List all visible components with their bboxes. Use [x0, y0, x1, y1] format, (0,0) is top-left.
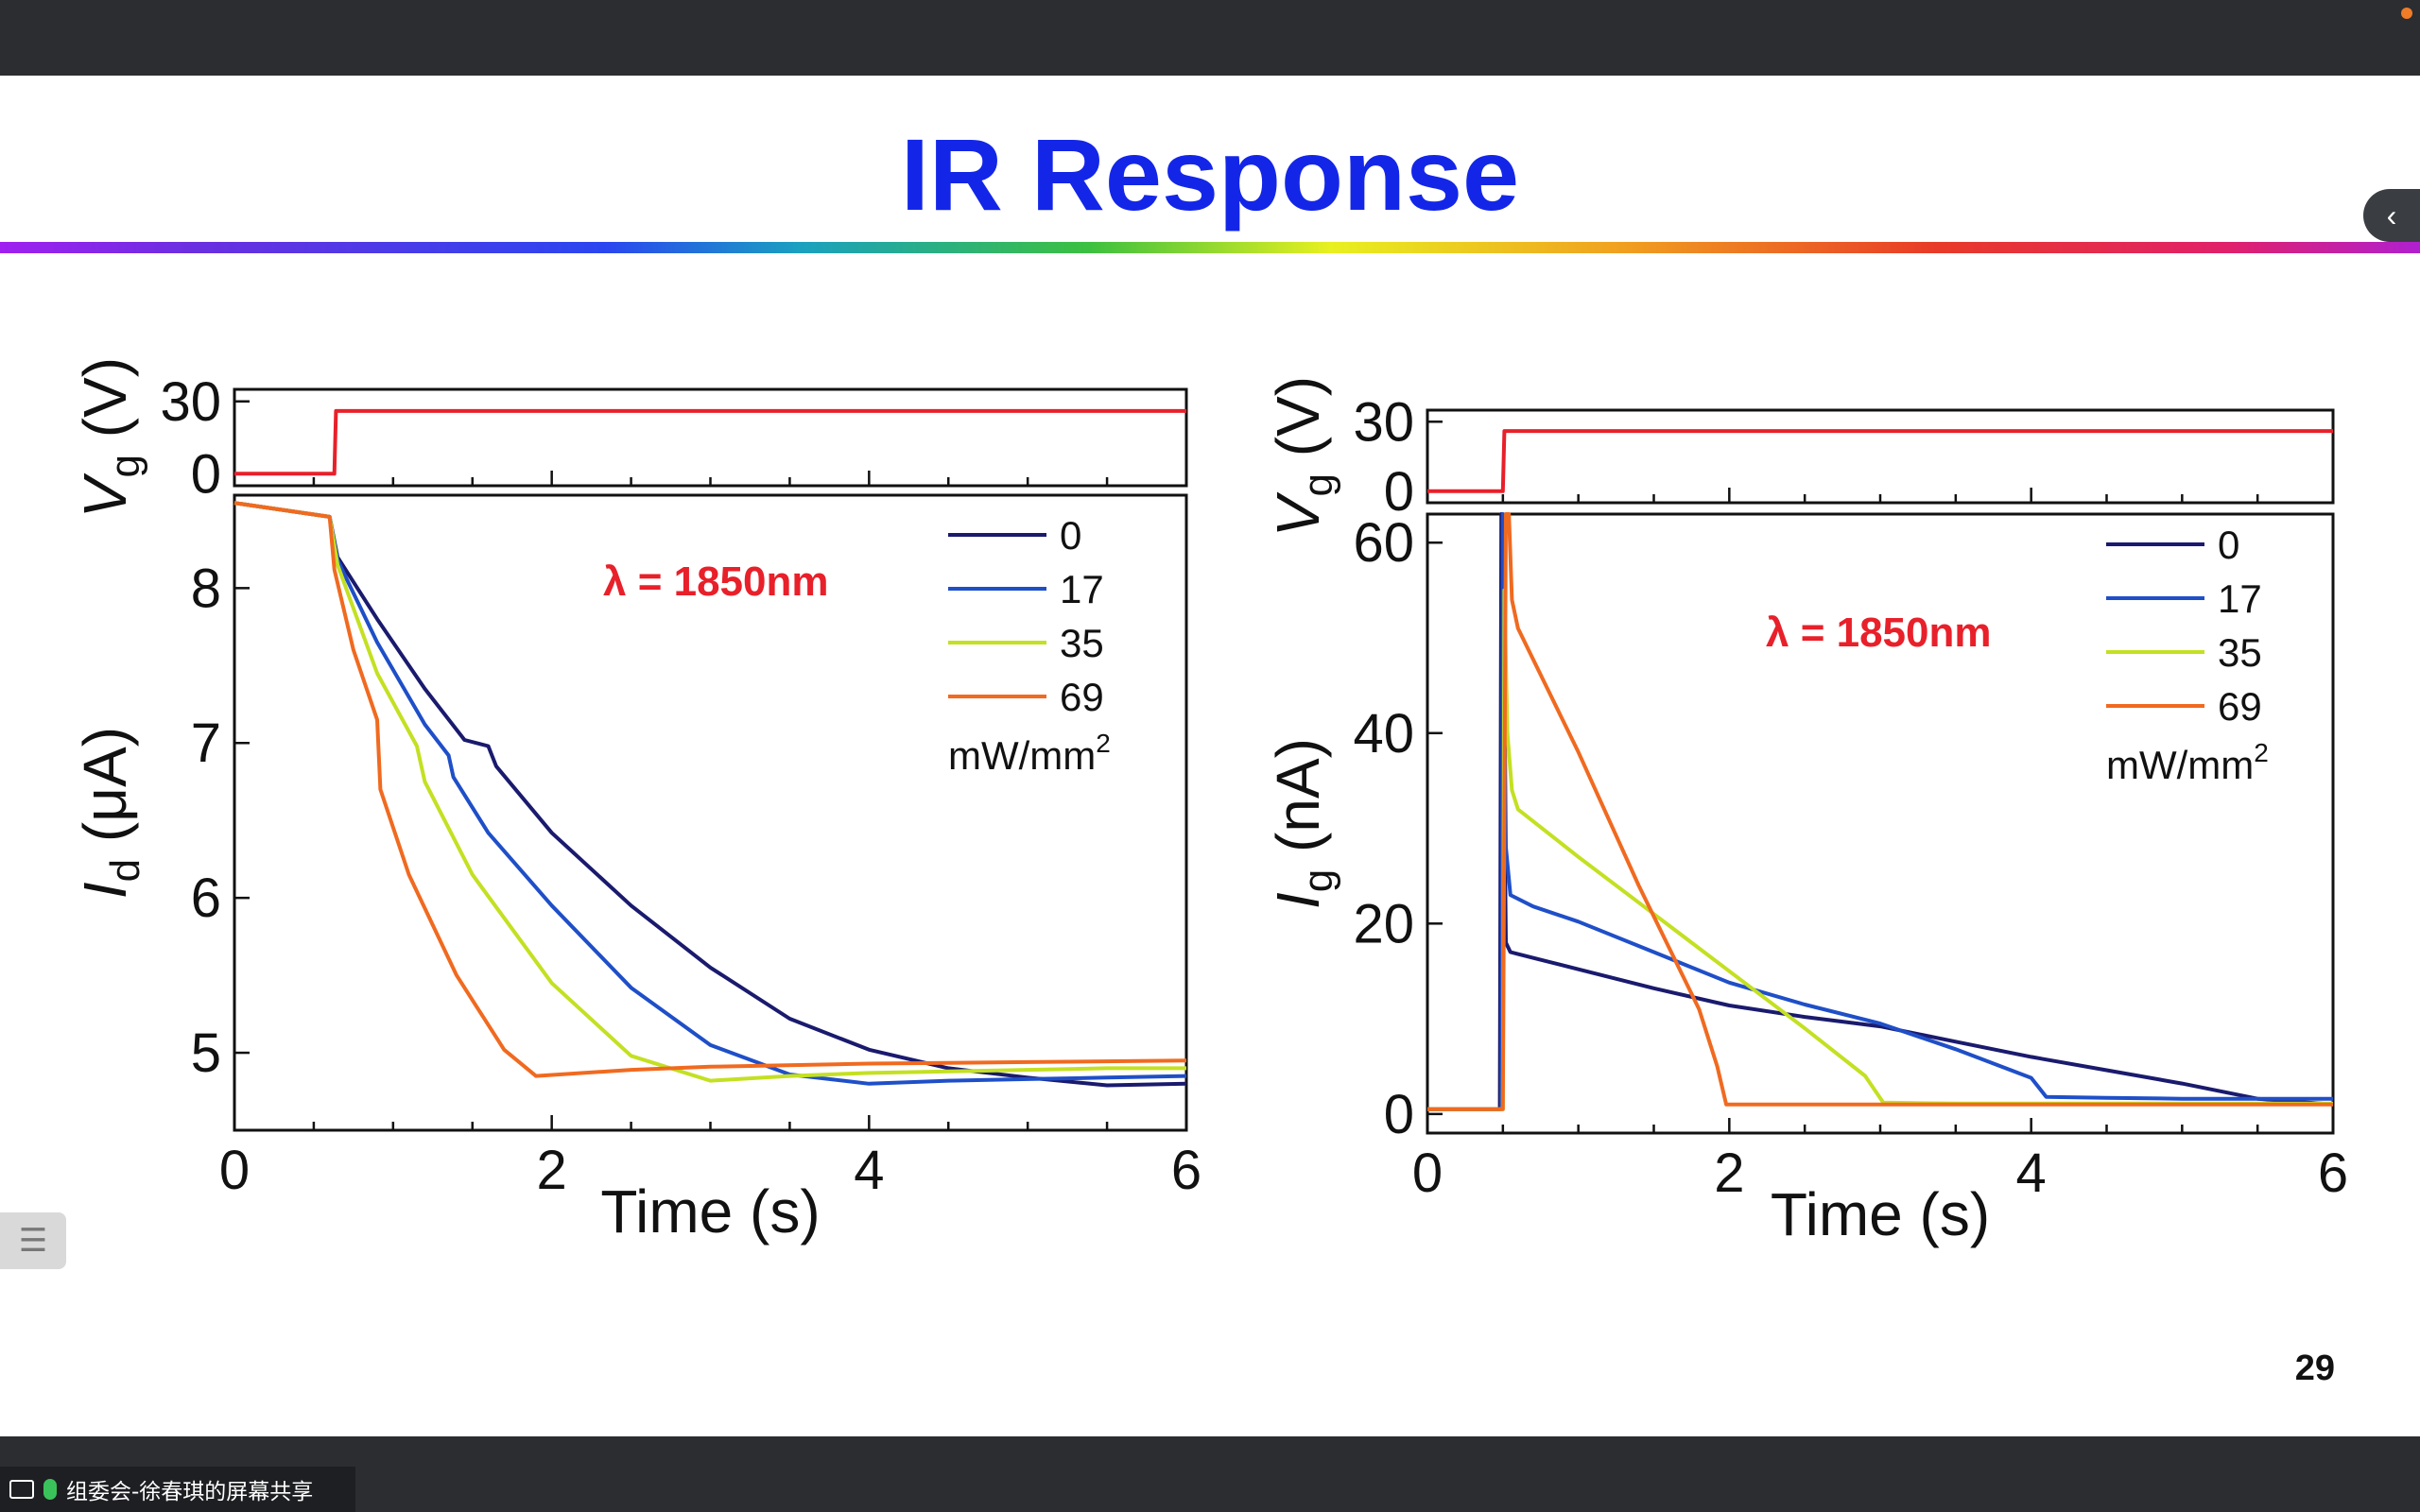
legend-unit-sup: 2 — [1096, 729, 1111, 758]
screen-share-icon — [9, 1480, 34, 1499]
share-label-text: 组委会-徐春琪的屏幕共享 — [66, 1480, 314, 1504]
chart-panel-left-top: 30 0 Vg (V) — [71, 357, 1188, 518]
bottom-toolbar — [0, 1436, 2420, 1512]
y-axis-label-sub: g — [1295, 473, 1341, 496]
list-icon: ☰ — [18, 1223, 48, 1259]
y-axis-label-var: V — [1264, 491, 1332, 537]
slide-title: IR Response — [900, 117, 1520, 232]
y-tick-label: 6 — [191, 868, 221, 929]
y-axis-label-var: V — [71, 472, 139, 518]
plot-frame — [1426, 408, 2335, 505]
series-line-69 — [1427, 512, 2333, 1111]
slide: IR Response 29 — [0, 76, 2420, 1436]
x-tick-label: 6 — [1171, 1140, 1201, 1201]
y-tick-label: 7 — [191, 713, 221, 774]
legend-unit: mW/mm2 — [948, 729, 1111, 778]
y-axis-label: Vg (V) — [1264, 376, 1341, 537]
y-axis-label-sub: g — [1295, 869, 1341, 892]
series-line-17 — [233, 501, 1187, 1086]
x-tick-label: 2 — [1714, 1143, 1744, 1204]
y-tick-label: 0 — [1384, 461, 1414, 523]
y-tick-label: 30 — [160, 371, 221, 433]
x-tick-label: 6 — [2318, 1143, 2348, 1204]
y-axis-label-unit: (nA) — [1264, 738, 1332, 869]
y-axis-label-var: I — [71, 882, 139, 899]
series-line-0 — [1427, 512, 2334, 1111]
legend-label-69: 69 — [2218, 684, 2262, 729]
x-tick-label: 2 — [537, 1140, 567, 1201]
page-number: 29 — [2294, 1349, 2335, 1388]
y-axis-label: Ig (nA) — [1264, 738, 1341, 909]
legend-unit-base: mW/mm — [2106, 743, 2254, 787]
legend-label-17: 17 — [1060, 567, 1104, 611]
legend-label-69: 69 — [1060, 675, 1104, 719]
y-tick-label: 8 — [191, 558, 221, 619]
legend-label-35: 35 — [1060, 621, 1104, 665]
y-tick-label: 20 — [1353, 893, 1414, 954]
wavelength-annotation: λ = 1850nm — [603, 558, 829, 605]
y-axis-label-sub: d — [102, 859, 148, 882]
y-tick-label: 40 — [1353, 703, 1414, 765]
y-axis-label: Vg (V) — [71, 357, 148, 518]
chevron-left-icon: ‹ — [2386, 198, 2397, 232]
x-tick-label: 0 — [219, 1140, 250, 1201]
title-divider — [0, 242, 2420, 253]
x-axis-label: Time (s) — [600, 1177, 820, 1246]
series-line-17 — [1427, 512, 2333, 1111]
y-tick-label: 0 — [1384, 1084, 1414, 1145]
x-tick-label: 4 — [2016, 1143, 2047, 1204]
legend-label-17: 17 — [2218, 576, 2262, 621]
menu-button[interactable]: ☰ — [0, 1212, 66, 1269]
x-axis-label: Time (s) — [1771, 1180, 1990, 1248]
legend-label-0: 0 — [2218, 523, 2239, 567]
y-axis-label-var: I — [1264, 892, 1332, 909]
recording-indicator-icon — [2401, 8, 2412, 19]
series-line-35 — [233, 501, 1186, 1083]
series-line-vg — [234, 408, 1186, 476]
x-tick-label: 0 — [1412, 1143, 1443, 1204]
x-tick-label: 4 — [854, 1140, 884, 1201]
y-tick-label: 5 — [191, 1022, 221, 1084]
top-toolbar — [0, 0, 2420, 76]
y-tick-label: 30 — [1353, 391, 1414, 453]
y-axis-label-sub: g — [102, 455, 148, 477]
chart-panel-left-bottom: 8 7 6 5 0 2 4 6 Time (s) Id (μA) λ = 1850nm 0 17 35 69… — [71, 493, 1201, 1246]
legend-label-35: 35 — [2218, 630, 2262, 675]
collapse-panel-button[interactable]: ‹ — [2363, 189, 2420, 242]
y-axis-label-unit: (V) — [1264, 376, 1332, 473]
y-tick-label: 60 — [1353, 512, 1414, 574]
wavelength-annotation: λ = 1850nm — [1766, 610, 1992, 656]
legend-unit: mW/mm2 — [2106, 738, 2269, 787]
chart-panel-right-top: 30 0 Vg (V) — [1264, 376, 2335, 537]
y-axis-label: Id (μA) — [71, 727, 148, 899]
y-tick-label: 0 — [191, 443, 221, 505]
series-line-vg — [1427, 429, 2333, 493]
microphone-icon — [43, 1479, 57, 1500]
legend-unit-base: mW/mm — [948, 733, 1096, 778]
legend-label-0: 0 — [1060, 513, 1081, 558]
series-line-69 — [233, 501, 1187, 1078]
screen-share-label[interactable]: 组委会-徐春琪的屏幕共享 — [0, 1467, 355, 1512]
plot-frame — [1426, 512, 2335, 1135]
series-line-35 — [1427, 588, 2333, 1111]
y-axis-label-unit: (μA) — [71, 727, 139, 859]
plot-frame — [233, 387, 1188, 488]
legend-unit-sup: 2 — [2254, 738, 2269, 767]
y-axis-label-unit: (V) — [71, 357, 139, 455]
